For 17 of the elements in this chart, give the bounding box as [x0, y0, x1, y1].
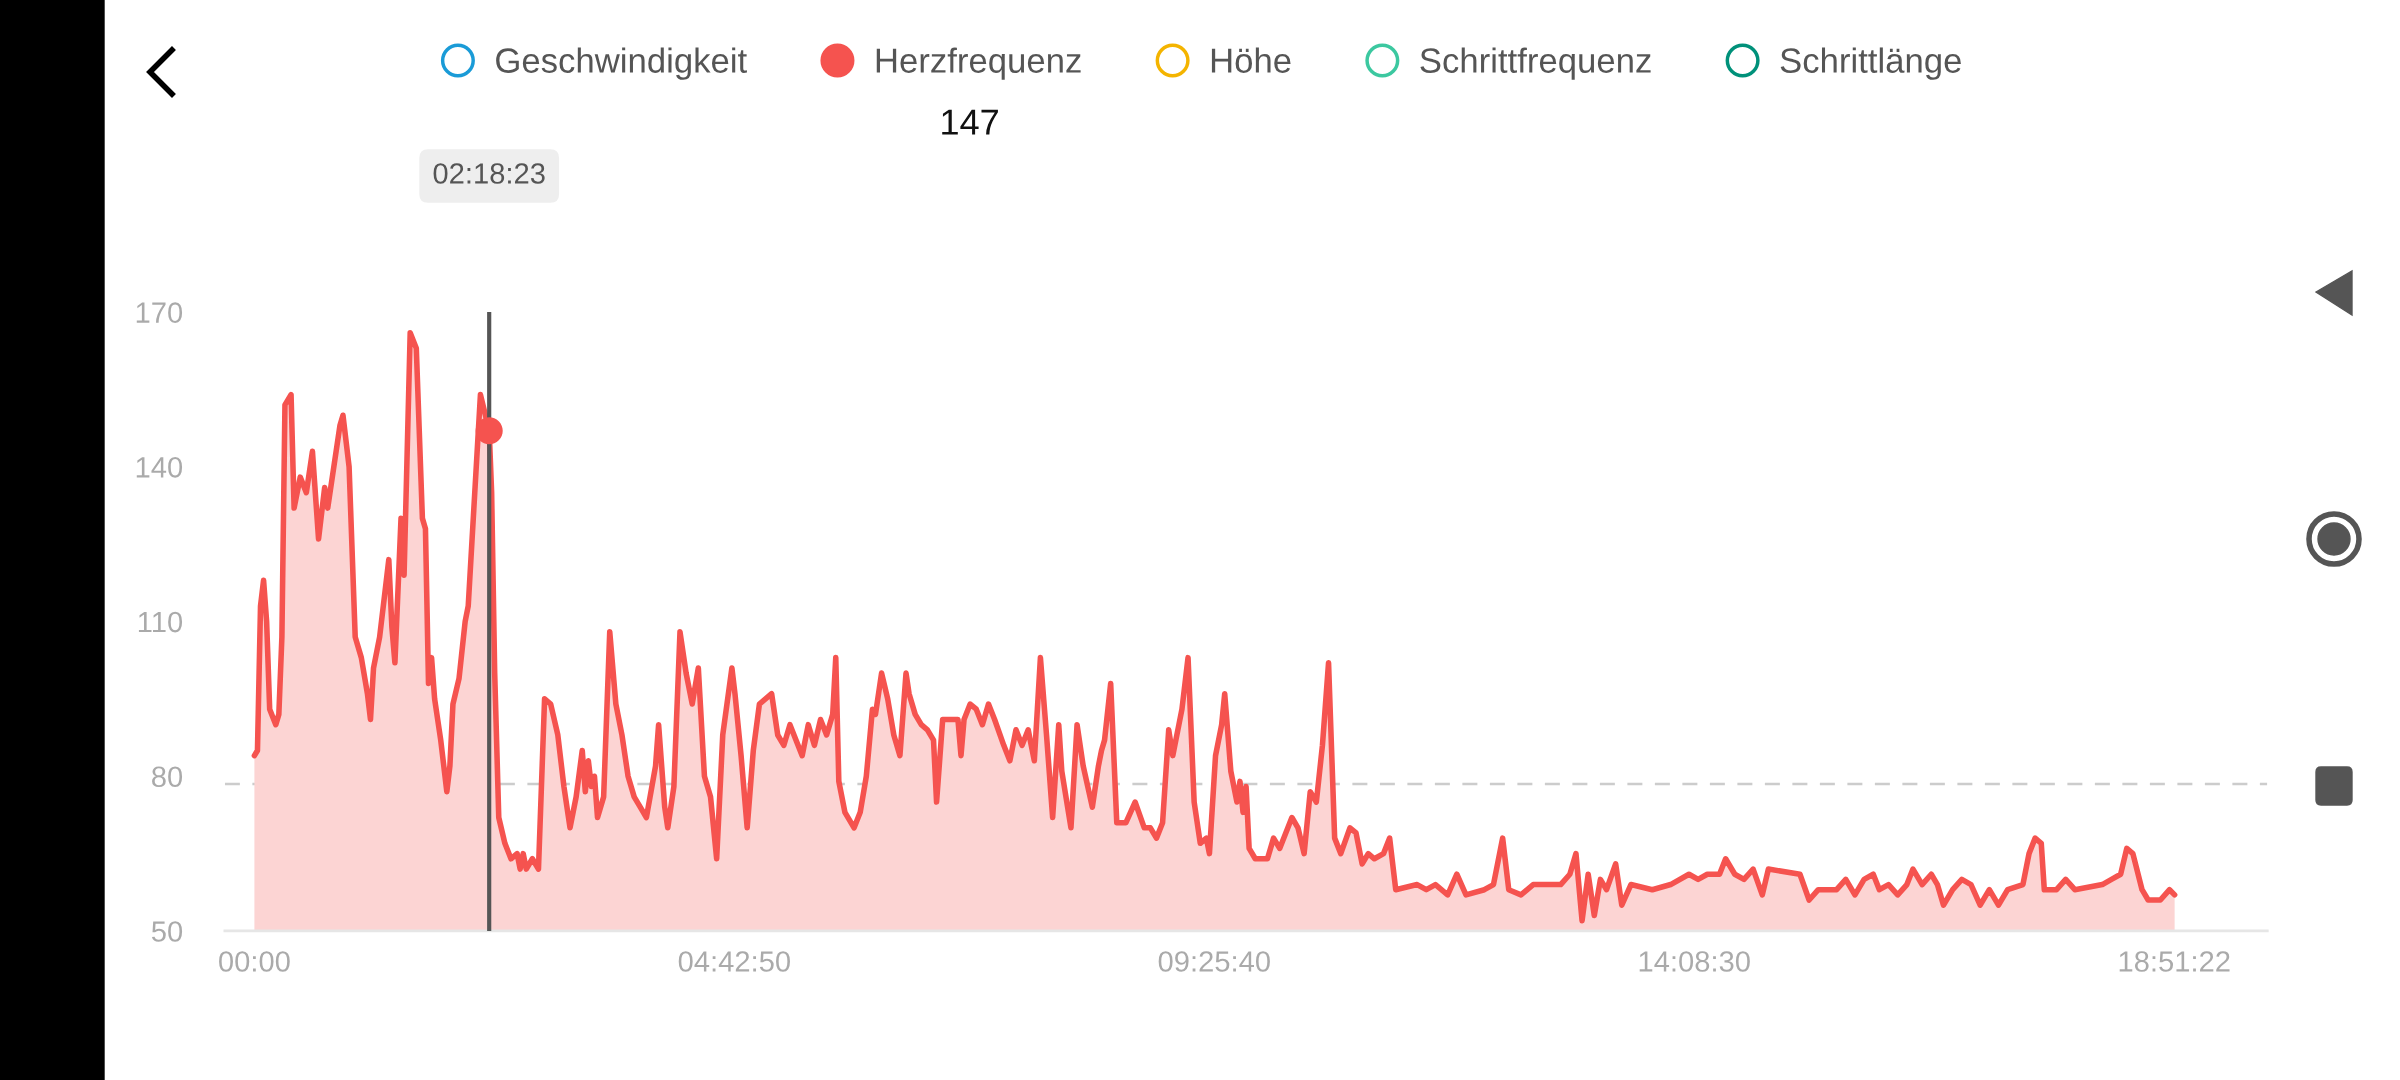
x-tick-label: 18:51:22: [2119, 951, 2230, 972]
x-tick-label: 14:08:30: [1639, 951, 1750, 972]
y-tick-label: 50: [151, 921, 183, 942]
y-tick-label: 110: [138, 611, 183, 633]
y-tick-label: 170: [136, 302, 183, 323]
legend-label: Höhe: [1211, 47, 1291, 73]
x-tick-label: 04:42:50: [678, 951, 790, 972]
legend-label: Schrittlänge: [1780, 47, 1961, 80]
x-tick-label: 00:00: [219, 951, 290, 972]
legend-label: Geschwindigkeit: [496, 47, 747, 80]
y-tick-label: 140: [136, 457, 183, 478]
text: 147: [942, 109, 998, 135]
legend-label: Herzfrequenz: [876, 47, 1081, 80]
y-tick-label: 80: [152, 766, 183, 788]
ref-line-label: 02:18:23: [433, 163, 545, 184]
x-tick-label: 09:25:40: [1158, 951, 1270, 972]
legend-label: Schrittfrequenz: [1420, 47, 1651, 80]
